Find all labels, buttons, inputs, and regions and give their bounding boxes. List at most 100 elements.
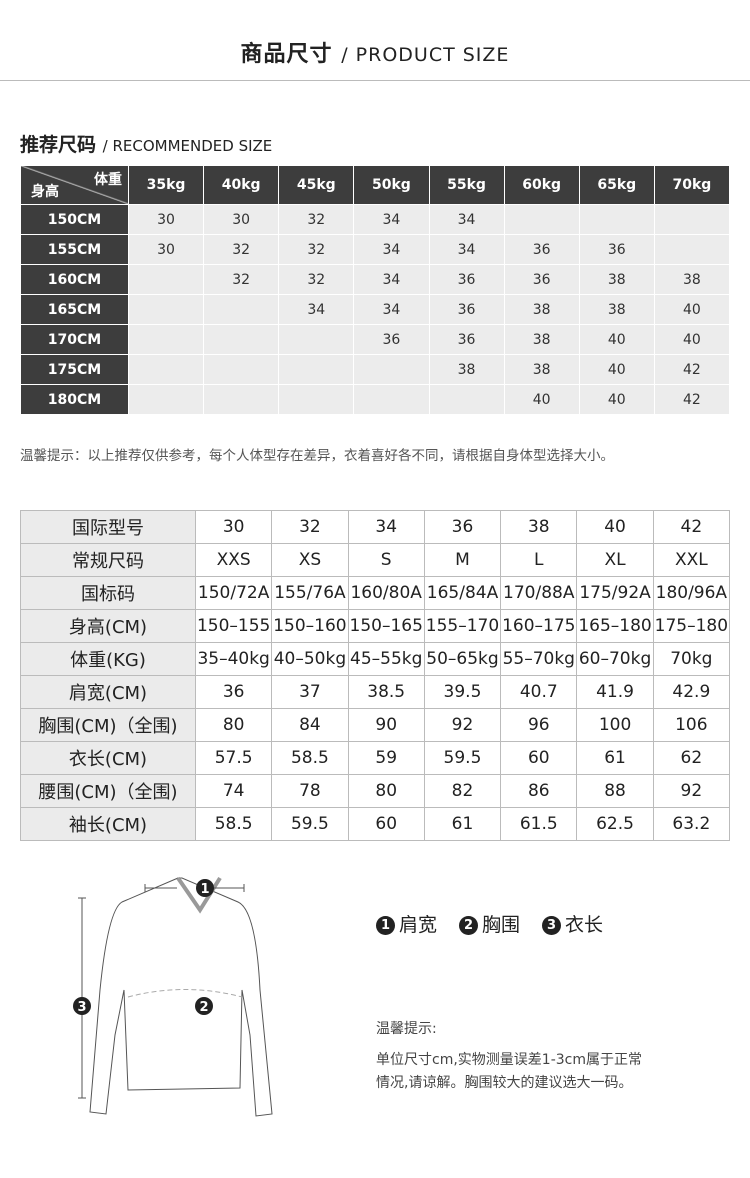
value-cell: XS	[271, 543, 349, 577]
size-cell	[203, 384, 280, 415]
tip-line: 情况,请谅解。胸围较大的建议选大一码。	[376, 1075, 633, 1091]
row-label: 胸围(CM)（全围)	[20, 708, 196, 742]
measurement-tip: 温馨提示: 单位尺寸cm,实物测量误差1-3cm属于正常 情况,请谅解。胸围较大…	[376, 1018, 642, 1095]
weight-header: 50kg	[353, 165, 430, 205]
size-cell: 34	[353, 294, 430, 325]
value-cell: 40	[576, 510, 654, 544]
value-cell: 88	[576, 774, 654, 808]
size-cell	[653, 234, 731, 265]
table-row: 衣长(CM) 57.5 58.5 59 59.5 60 61 62	[20, 741, 731, 775]
size-cell	[127, 294, 205, 325]
size-cell: 40	[653, 324, 731, 355]
value-cell: 57.5	[194, 741, 273, 775]
value-cell: 36	[423, 510, 502, 544]
size-cell: 40	[653, 294, 731, 325]
svg-text:3: 3	[77, 1000, 86, 1015]
size-cell: 36	[428, 324, 505, 355]
size-cell: 38	[503, 324, 580, 355]
measurement-legend: 1 肩宽 2 胸围 3 衣长	[376, 910, 603, 937]
size-cell: 42	[653, 354, 731, 385]
tip-title: 温馨提示:	[376, 1021, 437, 1037]
value-cell: 84	[271, 708, 349, 742]
value-cell: 150–160	[271, 609, 349, 643]
page-title: 商品尺寸 / PRODUCT SIZE	[0, 36, 750, 68]
value-cell: 42.9	[652, 675, 731, 709]
table-row: 常规尺码 XXS XS S M L XL XXL	[20, 543, 731, 577]
value-cell: 38	[500, 510, 578, 544]
value-cell: 160/80A	[347, 576, 425, 610]
table-row: 袖长(CM) 58.5 59.5 60 61 61.5 62.5 63.2	[20, 807, 731, 841]
value-cell: 40–50kg	[271, 642, 349, 676]
svg-text:1: 1	[200, 882, 209, 897]
recommendation-note: 温馨提示：以上推荐仅供参考，每个人体型存在差异，衣着喜好各不同，请根据自身体型选…	[20, 448, 614, 464]
row-label: 袖长(CM)	[20, 807, 196, 841]
height-label: 身高	[31, 184, 59, 200]
size-cell: 34	[353, 264, 430, 295]
size-cell: 38	[653, 264, 731, 295]
value-cell: L	[500, 543, 578, 577]
table-row: 胸围(CM)（全围) 80 84 90 92 96 100 106	[20, 708, 731, 742]
value-cell: XL	[576, 543, 654, 577]
marker-3: 3	[73, 997, 91, 1015]
size-cell: 34	[353, 234, 430, 265]
value-cell: 175/92A	[576, 576, 654, 610]
recommended-title-cn: 推荐尺码	[20, 134, 97, 156]
value-cell: 42	[652, 510, 731, 544]
value-cell: 38.5	[347, 675, 425, 709]
height-header: 170CM	[20, 324, 129, 355]
size-cell: 40	[578, 324, 655, 355]
value-cell: 62.5	[576, 807, 654, 841]
weight-header: 65kg	[578, 165, 655, 205]
size-cell: 32	[278, 264, 355, 295]
size-cell: 34	[428, 204, 505, 235]
legend-chest: 2 胸围	[459, 910, 520, 937]
size-cell: 38	[428, 354, 505, 385]
value-cell: 155–170	[423, 609, 502, 643]
size-cell	[127, 384, 205, 415]
size-cell: 40	[578, 354, 655, 385]
size-cell	[203, 294, 280, 325]
height-header: 160CM	[20, 264, 129, 295]
table-row: 180CM 40 40 42	[20, 384, 731, 415]
row-label: 衣长(CM)	[20, 741, 196, 775]
table-row: 国标码 150/72A 155/76A 160/80A 165/84A 170/88A 17…	[20, 576, 731, 610]
value-cell: 165–180	[576, 609, 654, 643]
value-cell: 61	[423, 807, 502, 841]
table-row: 175CM 38 38 40 42	[20, 354, 731, 385]
value-cell: 41.9	[576, 675, 654, 709]
size-cell: 30	[127, 204, 205, 235]
size-cell: 32	[203, 234, 280, 265]
size-cell: 36	[578, 234, 655, 265]
legend-label: 肩宽	[399, 914, 438, 936]
value-cell: 34	[347, 510, 425, 544]
table-row: 体重(KG) 35–40kg 40–50kg 45–55kg 50–65kg 55–70k…	[20, 642, 731, 676]
table-row: 国际型号 30 32 34 36 38 40 42	[20, 510, 731, 544]
value-cell: 150/72A	[194, 576, 273, 610]
legend-num: 1	[376, 916, 395, 935]
size-cell: 38	[503, 294, 580, 325]
weight-header: 40kg	[203, 165, 280, 205]
value-cell: 39.5	[423, 675, 502, 709]
height-header: 155CM	[20, 234, 129, 265]
value-cell: 155/76A	[271, 576, 349, 610]
value-cell: 86	[500, 774, 578, 808]
value-cell: 59.5	[423, 741, 502, 775]
size-cell	[278, 384, 355, 415]
value-cell: 36	[194, 675, 273, 709]
size-cell: 40	[578, 384, 655, 415]
value-cell: 58.5	[271, 741, 349, 775]
value-cell: 59.5	[271, 807, 349, 841]
size-cell: 30	[203, 204, 280, 235]
value-cell: 175–180	[652, 609, 731, 643]
value-cell: 74	[194, 774, 273, 808]
value-cell: 58.5	[194, 807, 273, 841]
weight-header: 70kg	[653, 165, 731, 205]
row-label: 体重(KG)	[20, 642, 196, 676]
value-cell: 35–40kg	[194, 642, 273, 676]
table-row: 155CM 30 32 32 34 34 36 36	[20, 234, 731, 265]
size-cell: 38	[578, 264, 655, 295]
value-cell: 170/88A	[500, 576, 578, 610]
row-label: 国际型号	[20, 510, 196, 544]
row-label: 腰围(CM)（全围)	[20, 774, 196, 808]
size-cell	[353, 384, 430, 415]
